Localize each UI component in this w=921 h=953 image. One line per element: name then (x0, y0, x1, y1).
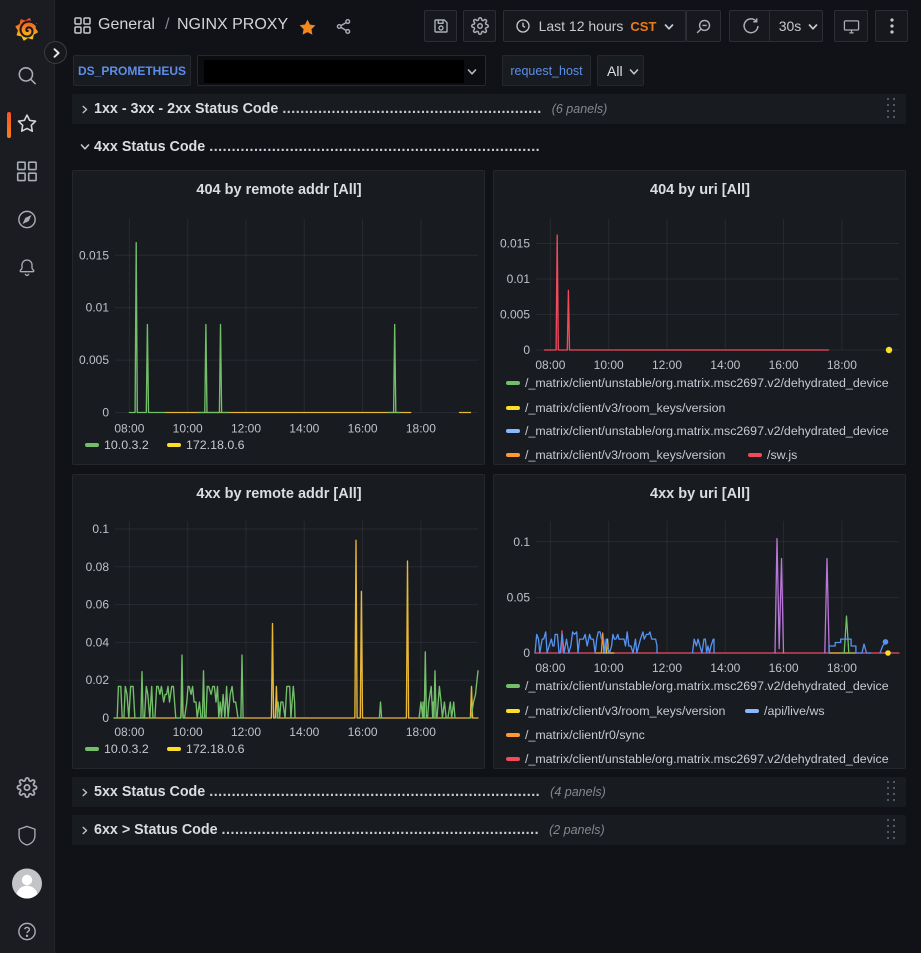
svg-text:0.005: 0.005 (500, 308, 530, 322)
svg-text:4xx by remote addr [All]: 4xx by remote addr [All] (196, 486, 361, 502)
svg-text:10.0.3.2: 10.0.3.2 (104, 742, 149, 756)
svg-text:/_matrix/client/r0/sync: /_matrix/client/r0/sync (525, 728, 645, 742)
svg-text:0.015: 0.015 (500, 237, 530, 251)
svg-text:08:00: 08:00 (114, 725, 144, 739)
svg-text:18:00: 18:00 (406, 725, 436, 739)
svg-text:404 by uri [All]: 404 by uri [All] (650, 182, 750, 198)
svg-text:/api/live/ws: /api/live/ws (764, 704, 825, 718)
svg-text:/_matrix/client/unstable/org.m: /_matrix/client/unstable/org.matrix.msc2… (525, 679, 889, 693)
svg-text:0.08: 0.08 (86, 560, 110, 574)
svg-text:0.1: 0.1 (92, 522, 109, 536)
svg-text:0: 0 (102, 406, 109, 420)
svg-text:/sw.js: /sw.js (767, 448, 797, 462)
svg-text:18:00: 18:00 (827, 358, 857, 372)
svg-text:0.005: 0.005 (79, 353, 109, 367)
svg-text:/_matrix/client/v3/room_keys/v: /_matrix/client/v3/room_keys/version (525, 704, 725, 718)
svg-text:0.1: 0.1 (513, 535, 530, 549)
svg-text:172.18.0.6: 172.18.0.6 (186, 742, 245, 756)
svg-text:16:00: 16:00 (348, 725, 378, 739)
svg-text:08:00: 08:00 (535, 661, 565, 675)
svg-text:14:00: 14:00 (710, 661, 740, 675)
svg-text:14:00: 14:00 (710, 358, 740, 372)
svg-text:0: 0 (523, 343, 530, 357)
svg-text:18:00: 18:00 (827, 661, 857, 675)
svg-text:10:00: 10:00 (173, 725, 203, 739)
svg-text:12:00: 12:00 (652, 358, 682, 372)
svg-text:10:00: 10:00 (173, 422, 203, 436)
svg-text:16:00: 16:00 (348, 422, 378, 436)
svg-text:10.0.3.2: 10.0.3.2 (104, 438, 149, 452)
svg-text:16:00: 16:00 (769, 358, 799, 372)
svg-text:14:00: 14:00 (289, 422, 319, 436)
svg-text:08:00: 08:00 (535, 358, 565, 372)
svg-text:08:00: 08:00 (114, 422, 144, 436)
svg-text:0.06: 0.06 (86, 598, 110, 612)
svg-text:0.01: 0.01 (86, 301, 110, 315)
svg-text:/_matrix/client/unstable/org.m: /_matrix/client/unstable/org.matrix.msc2… (525, 376, 889, 390)
svg-text:0.05: 0.05 (507, 590, 531, 604)
svg-text:0.02: 0.02 (86, 673, 110, 687)
svg-text:404 by remote addr [All]: 404 by remote addr [All] (196, 182, 361, 198)
svg-text:10:00: 10:00 (594, 358, 624, 372)
svg-text:18:00: 18:00 (406, 422, 436, 436)
svg-text:16:00: 16:00 (769, 661, 799, 675)
svg-text:/_matrix/client/v3/room_keys/v: /_matrix/client/v3/room_keys/version (525, 401, 725, 415)
svg-text:12:00: 12:00 (652, 661, 682, 675)
svg-text:12:00: 12:00 (231, 725, 261, 739)
svg-text:0: 0 (102, 711, 109, 725)
svg-text:0.015: 0.015 (79, 248, 109, 262)
svg-text:14:00: 14:00 (289, 725, 319, 739)
svg-text:/_matrix/client/unstable/org.m: /_matrix/client/unstable/org.matrix.msc2… (525, 752, 889, 766)
svg-text:0: 0 (523, 646, 530, 660)
svg-text:12:00: 12:00 (231, 422, 261, 436)
svg-text:172.18.0.6: 172.18.0.6 (186, 438, 245, 452)
svg-text:4xx by uri [All]: 4xx by uri [All] (650, 486, 750, 502)
svg-text:0.01: 0.01 (507, 272, 531, 286)
svg-text:0.04: 0.04 (86, 635, 110, 649)
svg-text:/_matrix/client/unstable/org.m: /_matrix/client/unstable/org.matrix.msc2… (525, 424, 889, 438)
svg-text:/_matrix/client/v3/room_keys/v: /_matrix/client/v3/room_keys/version (525, 448, 725, 462)
svg-text:10:00: 10:00 (594, 661, 624, 675)
